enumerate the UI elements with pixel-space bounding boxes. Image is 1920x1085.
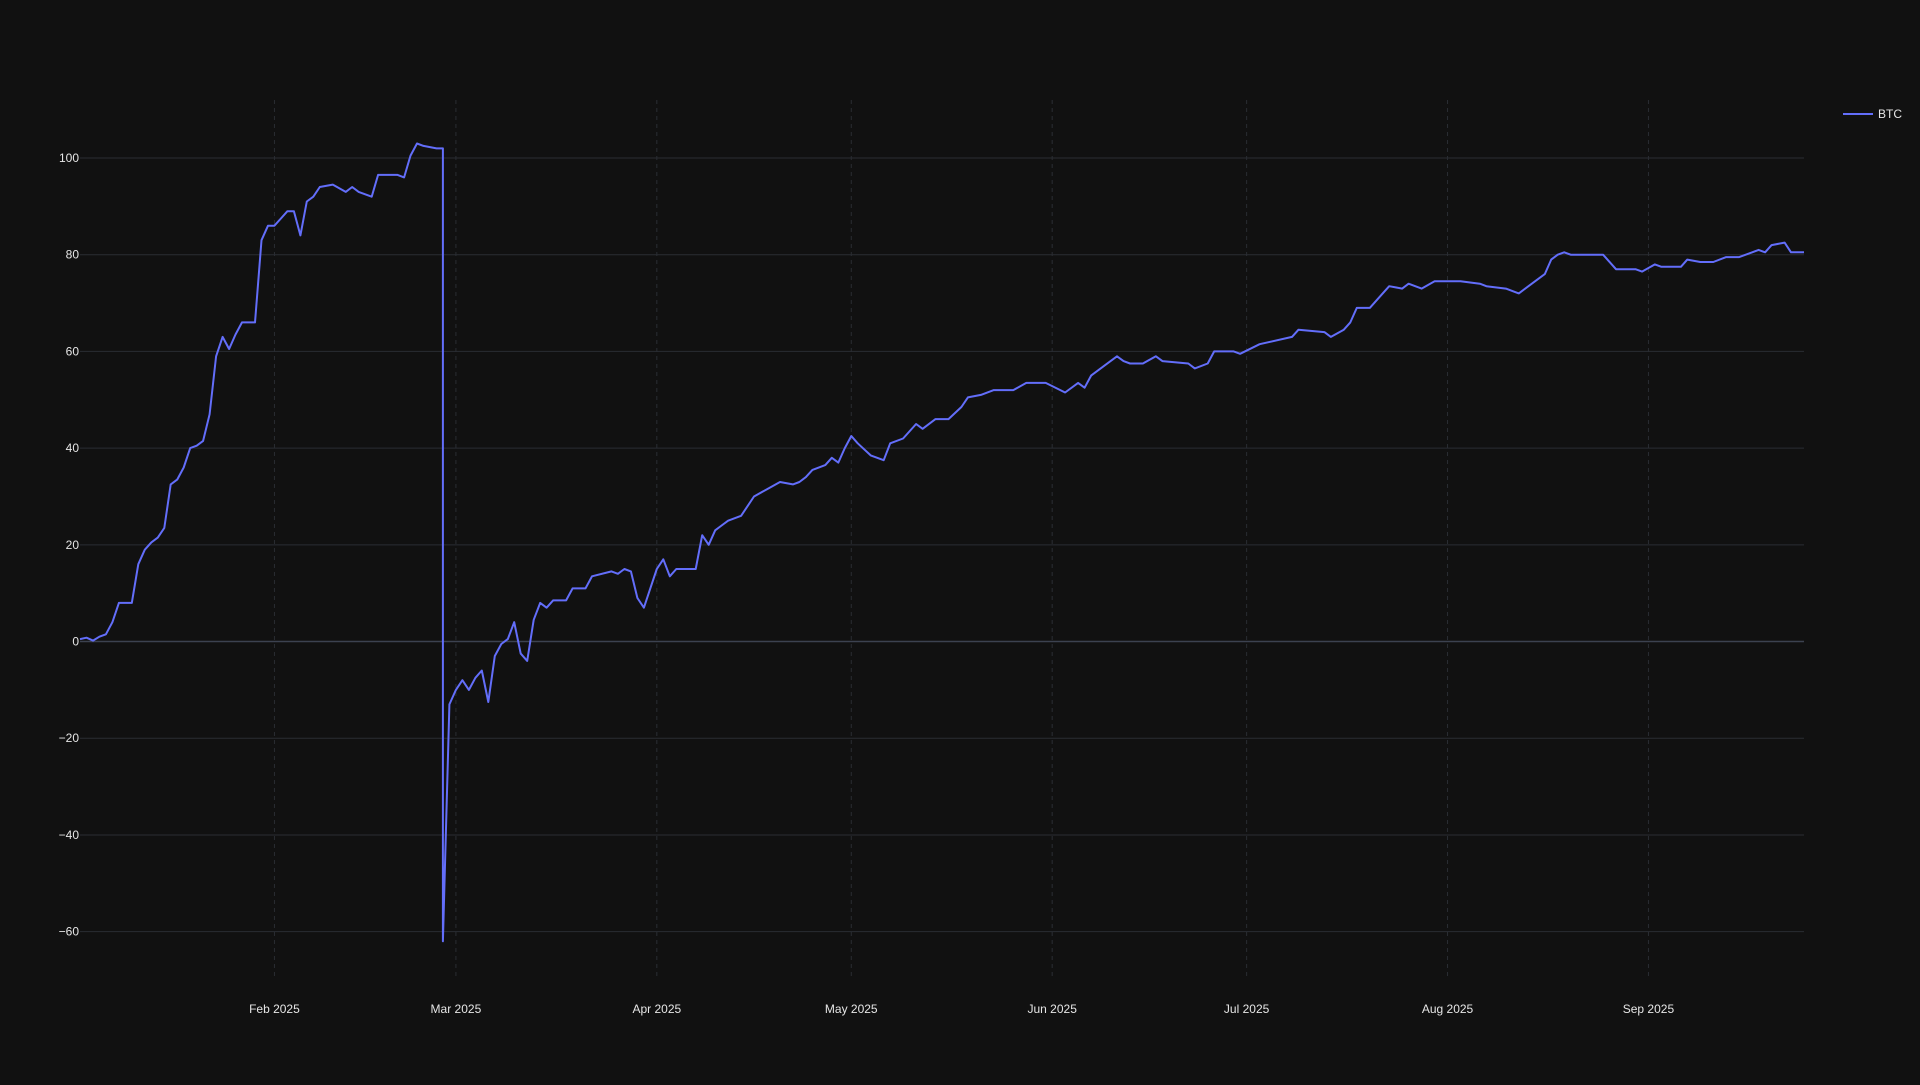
x-tick-label: Apr 2025 bbox=[632, 1002, 681, 1016]
legend[interactable]: BTC bbox=[1843, 107, 1902, 121]
y-tick-label: 20 bbox=[66, 538, 80, 552]
y-tick-label: 0 bbox=[72, 635, 79, 649]
x-tick-label: May 2025 bbox=[825, 1002, 878, 1016]
x-tick-label: Jun 2025 bbox=[1027, 1002, 1077, 1016]
series-layer bbox=[79, 142, 1804, 943]
series-line-btc[interactable] bbox=[79, 142, 1804, 943]
legend-label: BTC bbox=[1878, 107, 1902, 121]
x-tick-label: Feb 2025 bbox=[249, 1002, 300, 1016]
x-tick-label: Mar 2025 bbox=[431, 1002, 482, 1016]
y-tick-label: −60 bbox=[59, 925, 80, 939]
y-tick-label: 80 bbox=[66, 248, 80, 262]
x-tick-label: Jul 2025 bbox=[1224, 1002, 1270, 1016]
y-tick-label: 40 bbox=[66, 441, 80, 455]
x-tick-label: Aug 2025 bbox=[1422, 1002, 1474, 1016]
x-tick-label: Sep 2025 bbox=[1623, 1002, 1675, 1016]
y-tick-label: 60 bbox=[66, 344, 80, 358]
y-tick-label: −40 bbox=[59, 828, 80, 842]
grid-layer bbox=[80, 100, 1804, 980]
y-tick-label: 100 bbox=[59, 151, 79, 165]
axis-layer: 100 80 60 40 20 0 −20 −40 −60 Feb 2025 Mar 2025 Apr… bbox=[59, 151, 1675, 1016]
y-tick-label: −20 bbox=[59, 731, 80, 745]
